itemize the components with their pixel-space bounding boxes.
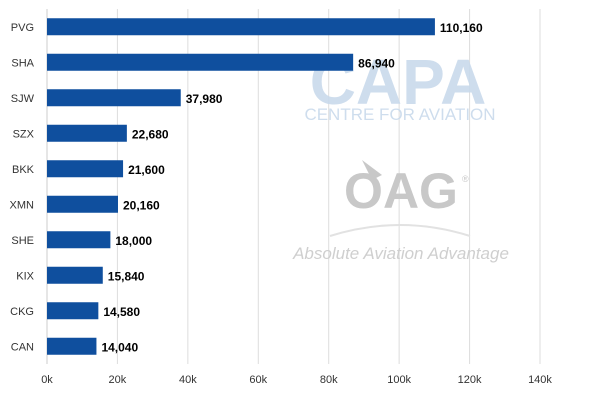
category-label: SHE: [11, 235, 34, 247]
capa-subtitle-text: CENTRE FOR AVIATION: [304, 105, 495, 124]
value-label: 110,160: [440, 21, 483, 35]
category-label: CKG: [10, 306, 34, 318]
x-tick-label: 100k: [387, 374, 411, 386]
oag-logo-text: OAG: [344, 163, 458, 219]
category-label: SZX: [13, 128, 35, 140]
bar-kix: [47, 266, 103, 284]
value-label: 14,580: [103, 305, 140, 319]
value-label: 21,600: [128, 163, 165, 177]
value-label: 15,840: [108, 269, 145, 283]
x-tick-label: 20k: [109, 374, 127, 386]
bars: [47, 18, 435, 355]
bar-bkk: [47, 160, 124, 178]
bar-pvg: [47, 18, 435, 36]
x-tick-label: 60k: [249, 374, 267, 386]
oag-divider-icon: [329, 224, 471, 237]
value-label: 20,160: [123, 198, 160, 212]
x-tick-label: 40k: [179, 374, 197, 386]
category-label: KIX: [16, 270, 34, 282]
x-tick-label: 0k: [41, 374, 53, 386]
category-label: PVG: [11, 22, 34, 34]
bar-ckg: [47, 302, 99, 320]
value-label: 22,680: [132, 127, 169, 141]
oag-tagline-text: Absolute Aviation Advantage: [292, 244, 509, 263]
category-label: XMN: [10, 199, 35, 211]
x-tick-label: 80k: [320, 374, 338, 386]
oag-watermark: OAG ® Absolute Aviation Advantage: [292, 160, 509, 263]
bar-she: [47, 231, 111, 249]
category-label: SHA: [11, 57, 34, 69]
bar-xmn: [47, 195, 118, 213]
labels: 0k 20k 40k 60k 80k 100k 120k 140k PVG 110,160 SHA 8…: [10, 21, 553, 386]
category-label: BKK: [12, 164, 35, 176]
oag-registered-mark: ®: [462, 174, 469, 184]
x-tick-label: 120k: [458, 374, 482, 386]
value-label: 18,000: [115, 234, 152, 248]
category-label: CAN: [11, 341, 34, 353]
bar-can: [47, 337, 97, 355]
category-label: SJW: [11, 93, 35, 105]
value-label: 14,040: [101, 340, 138, 354]
capa-watermark: CAPA CENTRE FOR AVIATION: [304, 46, 495, 124]
bar-sjw: [47, 89, 181, 107]
x-tick-label: 140k: [528, 374, 552, 386]
bar-szx: [47, 124, 127, 142]
value-label: 86,940: [358, 56, 395, 70]
bar-sha: [47, 53, 354, 71]
value-label: 37,980: [186, 92, 223, 106]
oag-swoosh-icon: [362, 160, 382, 180]
